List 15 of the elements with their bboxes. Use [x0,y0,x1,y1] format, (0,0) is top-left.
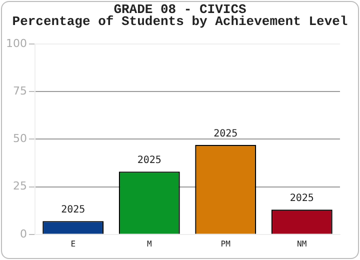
annotation: 2025 [214,128,238,140]
y-tick-label: 25 [12,180,27,193]
y-tick-label: 100 [6,36,27,50]
x-tick-label: M [146,239,152,248]
chart-subtitle: Percentage of Students by Achievement Level [11,14,349,29]
annotation: 2025 [137,155,162,166]
y-tick-label: 75 [12,84,27,98]
x-tick-label: E [70,239,76,248]
x-tick-label: NM [297,239,307,248]
y-tick-label: 50 [12,132,27,146]
y-tick-label: 0 [20,227,27,240]
x-tick-label: PM [220,239,231,248]
chart-title: GRADE 08 - CIVICS [113,2,246,17]
annotation: 2025 [61,204,86,216]
annotation: 2025 [290,193,314,204]
